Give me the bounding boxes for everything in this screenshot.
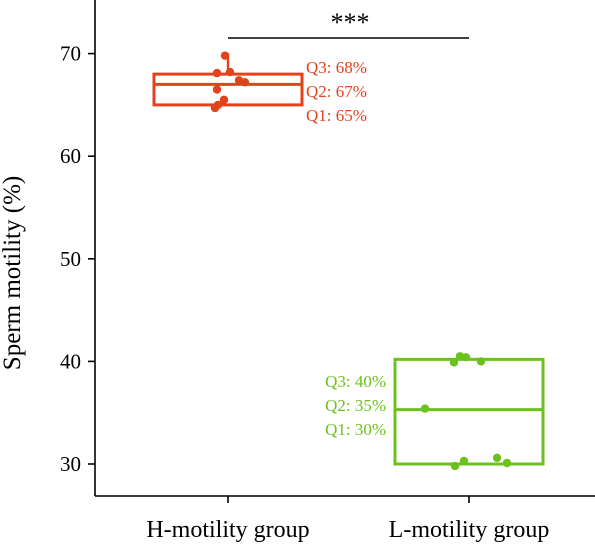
box-group: Q3: 68% Q2: 67% Q1: 65% <box>152 51 367 125</box>
box <box>393 357 545 466</box>
y-tick-label: 30 <box>60 452 81 476</box>
y-axis: 30 40 50 60 70 Sperm motility (%) <box>0 0 96 496</box>
quartile-annotation: Q1: 30% <box>325 420 386 439</box>
data-point <box>420 404 430 413</box>
y-ticks: 30 40 50 60 70 <box>60 42 95 476</box>
data-point <box>461 353 471 362</box>
significance-label: *** <box>331 8 370 37</box>
data-point <box>476 357 486 366</box>
x-ticks: H-motility group L-motility group <box>146 496 549 543</box>
quartile-annotation: Q1: 65% <box>306 106 367 125</box>
data-point <box>220 51 230 60</box>
quartile-annotation: Q3: 68% <box>306 58 367 77</box>
box-group: Q3: 40% Q2: 35% Q1: 30% <box>325 352 545 471</box>
y-axis-label: Sperm motility (%) <box>0 176 26 370</box>
data-point <box>449 358 459 367</box>
data-point <box>210 103 220 113</box>
data-point <box>492 453 502 463</box>
box-plots: Q3: 68% Q2: 67% Q1: 65% Q3: 40% Q2: 35% Q1: 3… <box>152 51 545 471</box>
significance-marker: *** <box>228 8 469 39</box>
y-tick-label: 70 <box>60 42 81 66</box>
data-point <box>459 456 469 466</box>
data-point <box>240 78 250 87</box>
data-point <box>219 95 229 104</box>
x-tick-label: H-motility group <box>146 517 309 543</box>
x-axis: H-motility group L-motility group <box>95 495 595 543</box>
x-tick-label: L-motility group <box>389 517 550 543</box>
data-point <box>502 458 512 468</box>
y-tick-label: 40 <box>60 349 81 373</box>
quartile-annotation: Q3: 40% <box>325 372 386 391</box>
quartile-annotation: Q2: 67% <box>306 82 367 101</box>
quartile-annotation: Q2: 35% <box>325 396 386 415</box>
data-point <box>212 85 222 94</box>
y-tick-label: 50 <box>60 247 81 271</box>
data-point <box>212 68 222 78</box>
y-tick-label: 60 <box>60 144 81 168</box>
data-point <box>225 67 235 77</box>
data-point <box>450 461 460 471</box>
